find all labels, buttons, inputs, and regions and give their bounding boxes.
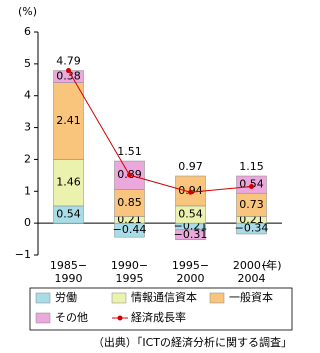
chart: (%) (年) （出典）「ICTの経済分析に関する調査」 −1 0 1 2 3 4 5 6 0.… [15, 5, 293, 349]
y-tick-label: −1 [15, 248, 31, 261]
source: （出典）「ICTの経済分析に関する調査」 [93, 335, 292, 349]
x-tick-label: 1990 [55, 272, 83, 285]
x-tick-label: 2000 [177, 272, 205, 285]
legend-label: 労働 [55, 290, 77, 304]
bar-segment [114, 189, 145, 217]
value-label: −0.31 [174, 228, 208, 241]
x-unit: (年) [262, 258, 282, 272]
x-tick-label: 1985− [50, 259, 87, 272]
y-tick-label: 5 [24, 57, 31, 70]
legend-swatch [209, 292, 225, 304]
x-tick-label: 1990− [111, 259, 148, 272]
value-label: 2.41 [56, 114, 81, 127]
growth-label: 1.51 [117, 145, 142, 158]
bar-segment [175, 229, 206, 240]
legend-label: 一般資本 [229, 290, 273, 304]
value-label: −0.34 [235, 222, 269, 235]
legend-swatch [35, 292, 51, 304]
x-tick-label: 1995− [172, 259, 209, 272]
x-tick-label: 1995 [116, 272, 144, 285]
growth-label: 1.15 [239, 160, 264, 173]
legend-swatch [111, 292, 127, 304]
y-axis-label: (%) [18, 5, 37, 18]
growth-label: 0.97 [178, 160, 203, 173]
y-tick-label: 2 [24, 152, 31, 165]
legend-label: 情報通信資本 [131, 290, 197, 304]
x-tick-label: 2000− [233, 259, 270, 272]
growth-point [188, 189, 193, 195]
growth-line [68, 70, 252, 193]
value-label: 0.54 [56, 208, 81, 221]
value-label: −0.44 [113, 223, 147, 236]
y-tick-label: 4 [24, 89, 31, 102]
growth-point [66, 68, 71, 74]
legend-label: その他 [55, 311, 88, 324]
value-label: 0.85 [117, 196, 142, 209]
y-tick-label: 1 [24, 184, 31, 197]
value-label: 0.38 [56, 70, 81, 83]
growth-point [249, 184, 254, 190]
legend-swatch [35, 312, 51, 324]
growth-point [127, 172, 132, 178]
value-label: 0.73 [239, 198, 264, 211]
growth-label: 4.79 [56, 55, 81, 68]
value-label: 0.54 [178, 208, 203, 221]
value-label: 1.46 [56, 176, 81, 189]
y-tick-label: 3 [24, 121, 31, 134]
legend-dot [117, 315, 123, 321]
x-tick-label: 2004 [238, 272, 266, 285]
legend-label: 経済成長率 [131, 310, 186, 324]
legend-box [29, 287, 293, 331]
y-tick-label: 6 [24, 25, 31, 38]
bar-segment [53, 159, 84, 207]
y-tick-label: 0 [24, 216, 31, 229]
bar-segment [53, 82, 84, 160]
